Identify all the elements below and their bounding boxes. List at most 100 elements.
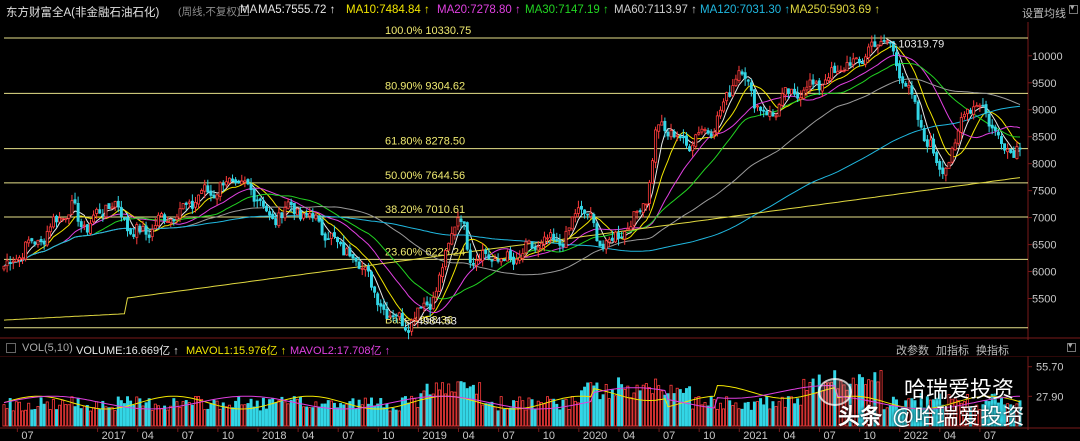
volume-bar <box>351 398 355 427</box>
ma60-value: MA60:7113.97 ↑ <box>614 4 697 16</box>
volume-bar <box>978 409 982 427</box>
volume-bar <box>39 397 43 427</box>
collapse-volume-icon[interactable] <box>1067 340 1076 352</box>
candle-body <box>533 246 537 250</box>
candle-body <box>678 136 682 139</box>
volume-bar <box>691 408 695 427</box>
candle-body <box>218 182 222 197</box>
volume-toggle-checkbox[interactable] <box>6 343 16 353</box>
volume-bar <box>953 397 957 427</box>
volume-bar <box>722 408 726 427</box>
volume-bar <box>5 408 9 427</box>
candle-body <box>916 101 920 120</box>
candle-body <box>240 180 244 185</box>
candle-body <box>601 243 605 250</box>
volume-bar <box>348 401 352 427</box>
volume-bar <box>678 389 682 427</box>
ma250-value: MA250:5903.69 ↑ <box>790 4 881 16</box>
add-indicator-button[interactable]: 加指标 <box>936 345 969 357</box>
candle-body <box>842 70 846 73</box>
candle-body <box>793 88 797 95</box>
candle-body <box>725 92 729 102</box>
volume-bar <box>505 407 509 427</box>
ma-toggle-checkbox[interactable] <box>239 4 249 16</box>
volume-bar <box>623 388 627 427</box>
ma20-value: MA20:7278.80 ↑ <box>437 4 521 16</box>
switch-indicator-button[interactable]: 换指标 <box>976 345 1009 357</box>
candle-body <box>953 142 957 151</box>
set-ma-button[interactable]: 设置均线 <box>1022 8 1066 20</box>
candle-body <box>651 160 654 184</box>
ma5-value: MA5:7555.72 ↑ <box>258 4 336 16</box>
time-tick-label: 04 <box>623 430 635 441</box>
volume-bar <box>116 396 120 427</box>
volume-bar <box>462 382 466 427</box>
candle-body <box>147 234 151 238</box>
candle-body <box>799 97 803 100</box>
candle-body <box>502 259 506 261</box>
volume-bar <box>502 408 506 427</box>
wechat-icon <box>818 378 852 406</box>
candle-body <box>864 56 868 65</box>
candle-body <box>777 104 781 117</box>
candle-body <box>1003 143 1007 151</box>
volume-bar <box>950 398 954 427</box>
volume-bar <box>363 397 367 427</box>
volume-bar <box>425 383 429 427</box>
candle-body <box>718 109 722 117</box>
volume-bar <box>98 408 102 427</box>
candle-body <box>734 78 738 86</box>
candle-body <box>873 41 877 47</box>
volume-tick-label: 55.70 <box>1036 362 1064 374</box>
volume-bar <box>169 405 173 427</box>
candle-body <box>783 87 787 96</box>
candle-body <box>629 226 633 231</box>
volume-bar <box>326 400 330 427</box>
volume-bar <box>851 377 855 427</box>
volume-bar <box>403 396 407 427</box>
volume-bar <box>542 403 546 427</box>
candle-body <box>85 224 89 233</box>
fibonacci-label: 23.60% 6226.24 <box>385 246 465 258</box>
candle-body <box>255 199 259 202</box>
candle-body <box>36 240 40 246</box>
change-params-button[interactable]: 改参数 <box>896 345 929 357</box>
candle-body <box>823 79 827 85</box>
candle-body <box>613 231 617 243</box>
volume-bar <box>938 393 942 427</box>
candle-body <box>607 238 611 243</box>
candle-body <box>867 46 871 58</box>
volume-bar <box>549 398 553 427</box>
candle-body <box>558 239 562 246</box>
candle-body <box>116 200 120 208</box>
watermark-line2: @哈瑞爱投资 <box>892 404 1025 429</box>
candle-body <box>187 201 191 204</box>
volume-bar <box>190 404 194 427</box>
candle-body <box>564 230 568 248</box>
candle-body <box>110 206 114 209</box>
volume-bar <box>193 396 197 427</box>
volume-bar <box>864 384 868 427</box>
candle-body <box>570 216 574 230</box>
candle-body <box>450 233 454 245</box>
candle-body <box>789 88 793 95</box>
candle-body <box>752 89 756 109</box>
volume-bar <box>209 403 213 427</box>
candle-body <box>688 146 692 152</box>
watermark-toutiao: 头条 <box>838 404 883 429</box>
candle-body <box>478 259 482 262</box>
time-tick-label: 10 <box>222 430 234 441</box>
volume-bar <box>465 388 469 427</box>
candle-body <box>728 92 732 97</box>
volume-bar <box>277 400 281 427</box>
collapse-header-icon[interactable] <box>1069 2 1078 14</box>
volume-bar <box>379 398 383 427</box>
candle-body <box>546 237 549 240</box>
candle-body <box>475 259 478 266</box>
candle-body <box>119 207 123 217</box>
candle-body <box>573 213 577 218</box>
candle-body <box>33 241 37 245</box>
candle-body <box>638 210 642 213</box>
time-tick-label: 10 <box>543 430 555 441</box>
candle-body <box>493 258 497 261</box>
